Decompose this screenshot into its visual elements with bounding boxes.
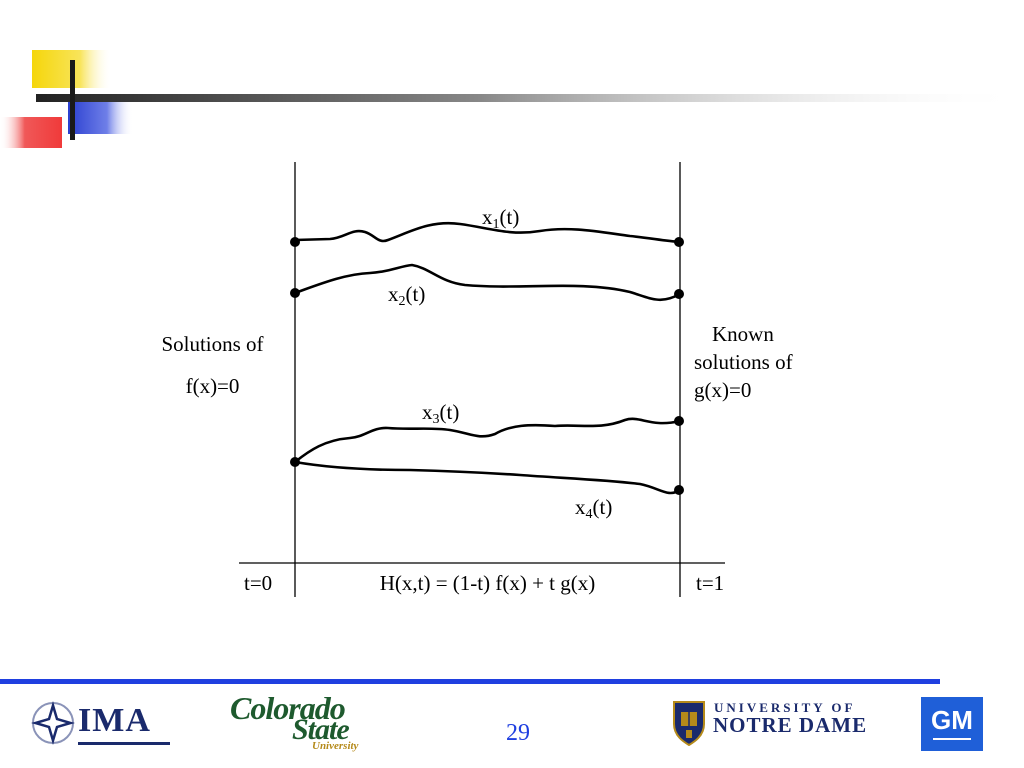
label-x4-suffix: (t) (592, 495, 613, 519)
t-start-label: t=0 (244, 571, 273, 595)
ima-logo-underline (78, 742, 170, 745)
gm-logo-underline (933, 738, 971, 740)
csu-logo-line1: Colorado (230, 690, 346, 726)
endpoint-x1-start (290, 237, 300, 247)
label-x4-sub: 4 (585, 507, 593, 522)
endpoint-x1-end (674, 237, 684, 247)
notre-dame-shield-icon (673, 701, 705, 746)
label-x2-sub: 2 (398, 294, 406, 309)
left-annotation-line1: Solutions of (161, 332, 264, 356)
left-annotation-line2: f(x)=0 (185, 374, 240, 398)
label-x3: x3(t) (422, 402, 459, 427)
label-x1-base: x (482, 205, 493, 229)
endpoint-x2-end (674, 289, 684, 299)
label-x4-base: x (575, 495, 586, 519)
notre-dame-logo-line1: UNIVERSITY OF (714, 700, 856, 715)
homotopy-diagram (239, 162, 725, 597)
label-x2: x2(t) (388, 284, 425, 309)
deco-vertical-tick (70, 60, 75, 140)
label-x3-base: x (422, 400, 433, 424)
csu-logo-line2: State (292, 713, 350, 746)
slide-ornament (0, 50, 1024, 148)
label-x2-suffix: (t) (405, 282, 426, 306)
footer-rule (0, 679, 940, 684)
gm-logo: GM (931, 705, 973, 735)
endpoint-x2-start (290, 288, 300, 298)
path-x3 (294, 417, 681, 464)
deco-red-block (0, 117, 62, 148)
homotopy-equation: H(x,t) = (1-t) f(x) + t g(x) (379, 571, 596, 595)
label-x4: x4(t) (575, 497, 612, 522)
endpoint-x3-end (674, 416, 684, 426)
page-number: 29 (506, 720, 530, 746)
path-x4 (294, 460, 681, 495)
endpoint-x34-start (290, 457, 300, 467)
csu-logo-line3: University (312, 740, 359, 752)
label-x1-sub: 1 (492, 217, 500, 232)
t-end-label: t=1 (696, 571, 725, 595)
ima-star-icon (31, 701, 75, 745)
gm-logo-box (921, 697, 983, 751)
deco-blue-block (68, 100, 133, 134)
endpoint-x4-end (674, 485, 684, 495)
deco-gradient-bar (36, 94, 1024, 102)
notre-dame-logo-line2: NOTRE DAME (713, 713, 868, 737)
label-x1-suffix: (t) (499, 205, 520, 229)
label-x2-base: x (388, 282, 399, 306)
ima-logo: IMA (78, 702, 151, 739)
right-annotation-line1: Known (712, 322, 774, 346)
label-x3-sub: 3 (432, 412, 440, 427)
right-annotation-line2: solutions of (694, 350, 793, 374)
path-x1 (294, 221, 681, 244)
path-x2 (294, 263, 681, 302)
right-annotation-line3: g(x)=0 (694, 378, 752, 402)
label-x3-suffix: (t) (439, 400, 460, 424)
label-x1: x1(t) (482, 207, 519, 232)
